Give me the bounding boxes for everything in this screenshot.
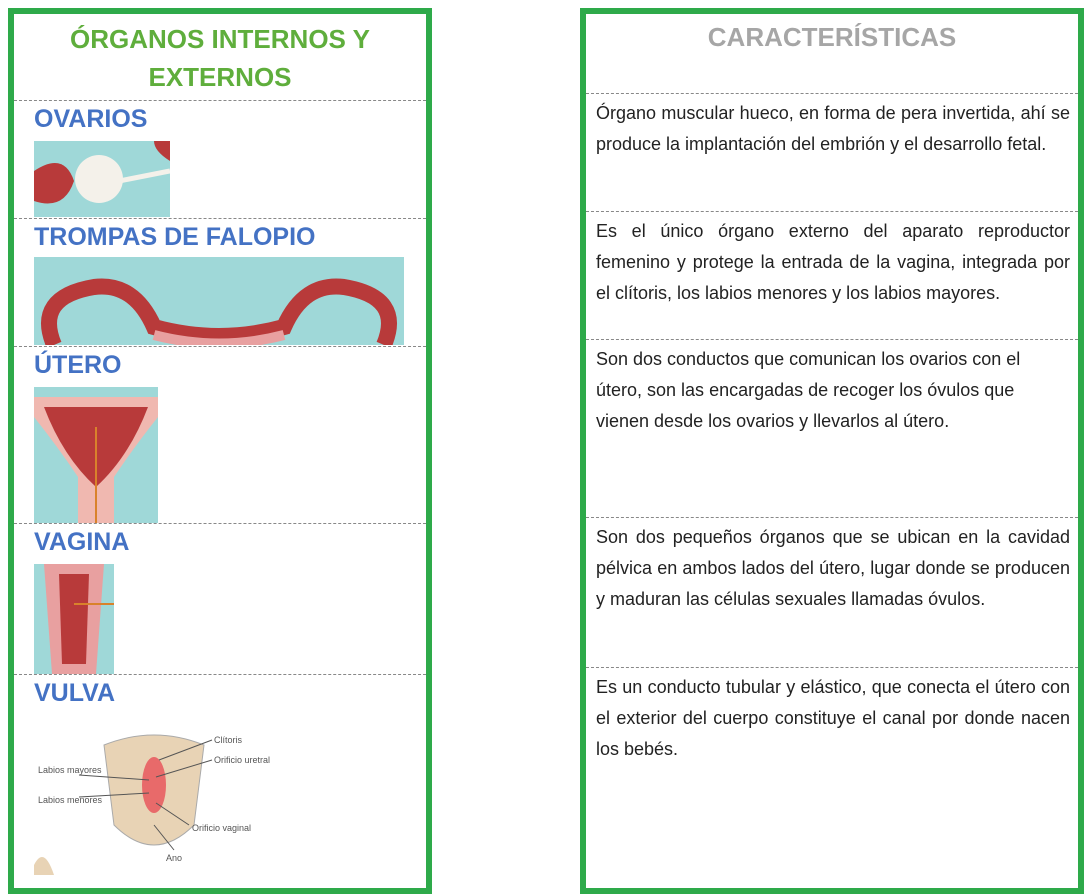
diagram-label: Labios menores xyxy=(38,795,103,805)
diagram-label: Orificio vaginal xyxy=(192,823,251,833)
description: Órgano muscular hueco, en forma de pera … xyxy=(596,103,1070,154)
organ-row: VULVA Clítoris Orificio uretral Labios m… xyxy=(14,675,426,894)
organ-name: TROMPAS DE FALOPIO xyxy=(34,223,316,251)
diagram-label: Clítoris xyxy=(214,735,243,745)
organs-panel: ÓRGANOS INTERNOS Y EXTERNOS OVARIOS TROM… xyxy=(8,8,432,894)
organ-row: TROMPAS DE FALOPIO xyxy=(14,219,426,347)
feature-row: Es el único órgano externo del aparato r… xyxy=(586,212,1078,340)
tubes-image xyxy=(34,257,404,345)
features-title: CARACTERÍSTICAS xyxy=(707,22,957,52)
features-header: CARACTERÍSTICAS xyxy=(586,14,1078,94)
uterus-image xyxy=(34,387,158,523)
organ-name: VAGINA xyxy=(34,528,130,556)
description: Es un conducto tubular y elástico, que c… xyxy=(596,677,1070,759)
diagram-label: Orificio uretral xyxy=(214,755,270,765)
diagram-label: Labios mayores xyxy=(38,765,102,775)
description: Es el único órgano externo del aparato r… xyxy=(596,221,1070,303)
organ-name: OVARIOS xyxy=(34,105,148,133)
organs-title: ÓRGANOS INTERNOS Y EXTERNOS xyxy=(69,24,370,92)
organ-row: VAGINA xyxy=(14,524,426,675)
feature-row: Son dos conductos que comunican los ovar… xyxy=(586,340,1078,518)
vagina-image xyxy=(34,564,114,674)
organ-row: ÚTERO xyxy=(14,347,426,524)
feature-row: Son dos pequeños órganos que se ubican e… xyxy=(586,518,1078,668)
organs-header: ÓRGANOS INTERNOS Y EXTERNOS xyxy=(14,14,426,101)
features-panel: CARACTERÍSTICAS Órgano muscular hueco, e… xyxy=(580,8,1084,894)
feature-row: Órgano muscular hueco, en forma de pera … xyxy=(586,94,1078,212)
organ-name: VULVA xyxy=(34,679,116,707)
description: Son dos conductos que comunican los ovar… xyxy=(596,349,1021,431)
diagram-label: Ano xyxy=(166,853,182,863)
vulva-diagram: Clítoris Orificio uretral Labios mayores… xyxy=(34,734,270,875)
organ-name: ÚTERO xyxy=(34,351,122,379)
ovary-image xyxy=(34,141,170,217)
feature-row: Es un conducto tubular y elástico, que c… xyxy=(586,668,1078,894)
organ-row: OVARIOS xyxy=(14,101,426,219)
description: Son dos pequeños órganos que se ubican e… xyxy=(596,527,1070,609)
